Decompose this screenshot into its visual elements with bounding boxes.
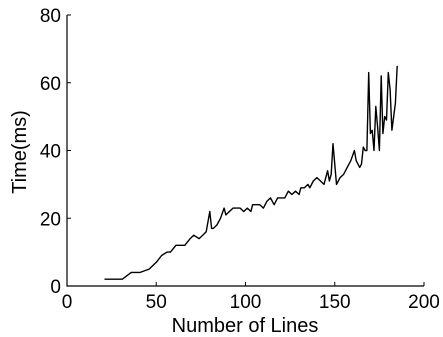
x-tick-label: 200 xyxy=(408,292,440,313)
y-tick-label: 20 xyxy=(40,209,61,230)
y-tick-label: 80 xyxy=(40,6,61,27)
y-tick-label: 0 xyxy=(50,277,61,298)
y-axis-label: Time(ms) xyxy=(9,110,31,194)
x-tick-label: 50 xyxy=(146,292,167,313)
x-axis-ticks: 0 50 100 150 200 xyxy=(62,282,440,313)
y-tick-label: 40 xyxy=(40,142,61,163)
plot-area: 0 50 100 150 200 0 20 40 60 80 xyxy=(40,6,440,313)
x-tick-label: 100 xyxy=(230,292,262,313)
series-line xyxy=(104,65,398,280)
x-tick-label: 150 xyxy=(319,292,351,313)
x-axis-label: Number of Lines xyxy=(172,315,319,337)
y-axis-ticks: 0 20 40 60 80 xyxy=(40,6,71,298)
y-tick-label: 60 xyxy=(40,74,61,95)
axes-frame xyxy=(66,15,424,287)
x-tick-label: 0 xyxy=(62,292,73,313)
